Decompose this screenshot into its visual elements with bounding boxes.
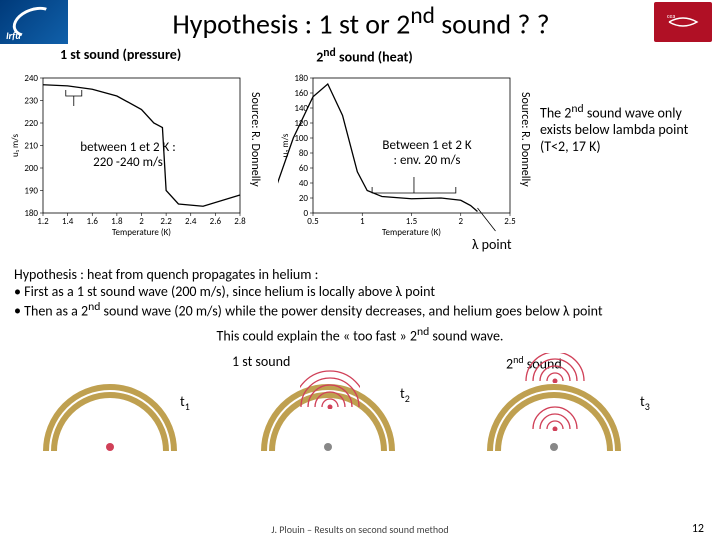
svg-text:100: 100 (294, 133, 308, 144)
svg-text:210: 210 (24, 140, 38, 151)
hypothesis-bullet-1: First as a 1 st sound wave (200 m/s), si… (14, 283, 706, 300)
first-sound-emit (300, 367, 360, 414)
svg-text:80: 80 (299, 148, 309, 159)
helium-arc-1 (40, 369, 180, 456)
svg-text:Temperature (K): Temperature (K) (382, 227, 441, 237)
second-sound-label: 2nd sound (heat) (316, 46, 413, 66)
t3-label: t3 (640, 393, 650, 413)
source-label-1: Source: R. Donnelly (248, 92, 262, 187)
svg-text:1.6: 1.6 (87, 216, 99, 227)
svg-text:2.2: 2.2 (160, 216, 172, 227)
svg-text:1.5: 1.5 (406, 216, 418, 227)
svg-text:u₁ m/s: u₁ m/s (10, 133, 21, 156)
svg-text:240: 240 (24, 73, 38, 84)
footer-text: J. Plouin – Results on second sound meth… (0, 523, 720, 536)
svg-text:60: 60 (299, 163, 309, 174)
second-sound-emit-outer (515, 353, 595, 388)
chart2-annotation: Between 1 et 2 K: env. 20 m/s (372, 138, 482, 169)
slide-title: Hypothesis : 1 st or 2nd sound ? ? (68, 2, 654, 41)
svg-text:Temperature (K): Temperature (K) (112, 227, 171, 237)
svg-text:2: 2 (139, 216, 144, 227)
svg-text:1.4: 1.4 (62, 216, 74, 227)
svg-text:140: 140 (294, 103, 308, 114)
svg-text:2.5: 2.5 (504, 216, 516, 227)
lambda-point-label: λ point (472, 236, 512, 253)
svg-text:2.4: 2.4 (185, 216, 197, 227)
t1-label: t1 (180, 393, 190, 413)
svg-text:160: 160 (294, 88, 308, 99)
cea-logo: cea (654, 2, 712, 42)
side-explanation: The 2nd sound wave only exists below lam… (540, 102, 710, 156)
irfu-logo (0, 0, 68, 44)
hypothesis-intro: Hypothesis : heat from quench propagates… (14, 266, 706, 283)
svg-text:u₂ m/s: u₂ m/s (280, 133, 291, 157)
svg-text:2.8: 2.8 (234, 216, 246, 227)
svg-text:1.2: 1.2 (37, 216, 49, 227)
page-number: 12 (692, 522, 704, 536)
svg-text:2.6: 2.6 (210, 216, 222, 227)
svg-text:1.8: 1.8 (111, 216, 123, 227)
first-sound-label: 1 st sound (pressure) (60, 46, 181, 66)
svg-text:180: 180 (294, 73, 308, 84)
wave-diagram: 1 st sound 2nd sound t1 t2 t3 (0, 353, 720, 453)
conclusion: This could explain the « too fast » 2nd … (0, 325, 720, 345)
chart1-annotation: between 1 et 2 K :220 -240 m/s (68, 140, 188, 171)
svg-text:0.5: 0.5 (307, 216, 319, 227)
svg-text:cea: cea (667, 12, 676, 20)
svg-text:230: 230 (24, 95, 38, 106)
svg-text:2: 2 (458, 216, 463, 227)
svg-text:0: 0 (303, 208, 308, 219)
svg-text:40: 40 (299, 178, 309, 189)
svg-text:220: 220 (24, 118, 38, 129)
svg-text:1: 1 (360, 216, 365, 227)
svg-text:190: 190 (24, 185, 38, 196)
svg-text:200: 200 (24, 163, 38, 174)
hypothesis-bullet-2: Then as a 2nd sound wave (20 m/s) while … (14, 300, 706, 320)
svg-text:180: 180 (24, 208, 38, 219)
t2-label: t2 (400, 385, 410, 405)
second-sound-emit-inner (530, 405, 580, 436)
source-label-2: Source: R. Donnelly (518, 92, 532, 187)
svg-text:20: 20 (299, 193, 309, 204)
first-sound-wave-label: 1 st sound (232, 353, 290, 370)
